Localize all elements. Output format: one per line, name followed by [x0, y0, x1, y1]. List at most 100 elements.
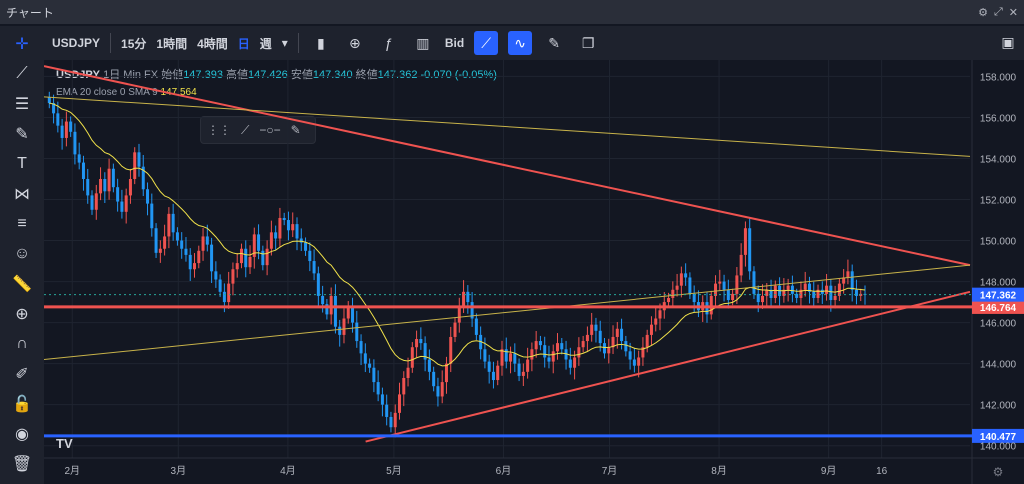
- symbol-button[interactable]: USDJPY: [52, 36, 101, 50]
- candle-body: [201, 236, 205, 251]
- candle-body: [291, 224, 295, 231]
- zoom-icon[interactable]: ⊕: [15, 306, 29, 323]
- candle-body: [52, 103, 56, 114]
- ray-tool-icon[interactable]: −○−: [259, 123, 281, 137]
- x-tick-label: 2月: [64, 465, 80, 477]
- text-tool-icon[interactable]: T: [17, 155, 27, 172]
- candle-body: [807, 283, 811, 292]
- x-tick-label: 7月: [602, 465, 618, 477]
- candle-body: [389, 416, 393, 428]
- legend-exchange: Min FX: [123, 69, 159, 81]
- interval-4h[interactable]: 4時間: [197, 36, 228, 51]
- trend-icon[interactable]: ⟋: [474, 31, 499, 55]
- candle-body: [854, 289, 858, 296]
- candle-body: [598, 330, 602, 344]
- candle-body: [585, 334, 589, 342]
- candle-body: [799, 289, 803, 298]
- candle-body: [248, 256, 252, 268]
- candle-body: [773, 285, 777, 298]
- axis-settings-icon[interactable]: ⚙: [993, 465, 1004, 479]
- x-tick-label: 8月: [711, 465, 727, 477]
- indicators-icon[interactable]: ▥: [416, 34, 430, 51]
- candle-body: [372, 367, 376, 383]
- candle-body: [265, 248, 269, 266]
- candle-body: [649, 324, 653, 335]
- y-tick-label: 154.000: [980, 154, 1017, 165]
- candle-body: [419, 339, 423, 344]
- interval-1h[interactable]: 1時間: [156, 36, 188, 51]
- drag-handle-icon[interactable]: ⋮⋮: [207, 123, 231, 137]
- pattern-tool-icon[interactable]: ⋈: [14, 186, 30, 203]
- function-icon[interactable]: ƒ: [384, 35, 393, 51]
- screenshot-icon[interactable]: ▣: [1001, 33, 1015, 50]
- interval-dropdown-icon[interactable]: ▾: [281, 36, 288, 50]
- candle-body: [184, 248, 188, 255]
- wave-icon[interactable]: ∿: [508, 31, 533, 55]
- ruler-icon[interactable]: 📏: [12, 276, 32, 293]
- candle-body: [299, 238, 303, 243]
- candle-body: [359, 341, 363, 354]
- candle-body: [846, 271, 850, 278]
- candle-body: [517, 363, 521, 376]
- candle-body: [406, 367, 410, 378]
- candle-body: [99, 178, 103, 194]
- interval-day[interactable]: 日: [237, 36, 250, 51]
- price-legend: USDJPY 1日 Min FX 始値147.393 高値147.426 安値1…: [56, 66, 497, 82]
- line-tool-icon[interactable]: ⟋: [241, 122, 250, 137]
- candle-body: [556, 343, 560, 352]
- prediction-tool-icon[interactable]: ≡: [17, 215, 27, 232]
- brush-icon[interactable]: ✎: [548, 34, 561, 51]
- candle-body: [410, 347, 414, 368]
- layout-icon[interactable]: ❐: [581, 34, 595, 51]
- emoji-icon[interactable]: ☺: [13, 245, 31, 262]
- candle-body: [423, 343, 427, 360]
- popout-icon[interactable]: ⤢: [993, 5, 1003, 18]
- settings-icon[interactable]: ⚙: [978, 6, 988, 19]
- candle-body: [60, 125, 64, 138]
- candle-body: [624, 341, 628, 352]
- trendline-tool-icon[interactable]: ⟋: [16, 65, 28, 82]
- eye-icon[interactable]: ◉: [15, 426, 29, 443]
- interval-week[interactable]: 週: [259, 36, 272, 51]
- pencil-lock-icon[interactable]: ✐: [15, 366, 29, 383]
- candle-body: [158, 248, 162, 253]
- candle-body: [137, 152, 141, 167]
- candle-body: [308, 250, 312, 262]
- candle-body: [133, 152, 137, 179]
- support-line-label-bg: [972, 428, 1024, 443]
- brush-float-icon[interactable]: ✎: [290, 123, 301, 137]
- add-indicator-icon[interactable]: ⊕: [348, 34, 361, 51]
- lock-icon[interactable]: 🔓: [12, 396, 32, 413]
- y-tick-label: 148.000: [980, 278, 1017, 289]
- price-type-button[interactable]: Bid: [444, 36, 465, 50]
- candle-body: [718, 281, 722, 284]
- candle-type-icon[interactable]: ▮: [316, 34, 325, 51]
- crosshair-icon[interactable]: ✛: [15, 36, 29, 53]
- interval-15m[interactable]: 15分: [121, 36, 147, 51]
- candle-body: [645, 334, 649, 348]
- candle-body: [658, 310, 662, 319]
- candle-body: [436, 386, 440, 397]
- horizontal-lines-icon[interactable]: ☰: [14, 96, 30, 113]
- brush-tool-icon[interactable]: ✎: [15, 126, 29, 143]
- candle-body: [278, 217, 282, 239]
- x-tick-label: 4月: [280, 465, 296, 477]
- candle-body: [368, 363, 372, 368]
- candle-body: [329, 295, 333, 315]
- candle-body: [628, 351, 632, 360]
- trash-icon[interactable]: 🗑: [11, 456, 33, 473]
- candle-body: [427, 359, 431, 372]
- close-icon[interactable]: ✕: [1008, 6, 1018, 19]
- y-tick-label: 158.000: [980, 72, 1017, 83]
- price-chart[interactable]: 146.764 140.477 147.362 140.000 142.000 144.0…: [44, 60, 1024, 484]
- candle-body: [210, 244, 214, 272]
- magnet-icon[interactable]: ∩: [16, 335, 28, 352]
- candle-body: [193, 263, 197, 270]
- candle-body: [380, 394, 384, 405]
- candle-body: [252, 234, 256, 257]
- candle-body: [269, 232, 273, 249]
- candle-body: [282, 217, 286, 221]
- candle-body: [111, 168, 115, 188]
- candle-body: [124, 195, 128, 212]
- candle-body: [432, 371, 436, 387]
